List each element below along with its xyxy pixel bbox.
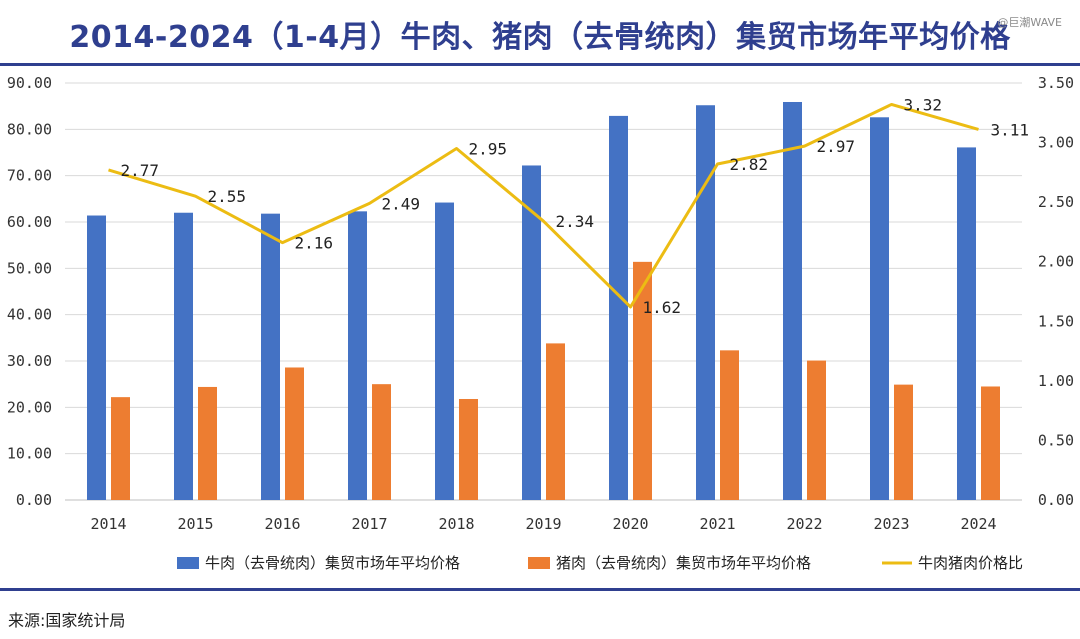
ratio-line-series: 2.77 2.55 2.16 2.49 2.95 2.34 1.62 2.82 2.97 3.32…	[108, 95, 1030, 317]
x-axis: 2014 2015 2016 2017 2018 2019 2020 2021 2022 2023…	[90, 515, 996, 533]
right-axis-tick-label: 2.50	[1038, 193, 1074, 211]
bar-pork	[198, 386, 217, 500]
ratio-data-label: 2.82	[730, 155, 769, 174]
left-axis-tick-label: 10.00	[7, 445, 52, 463]
bar-beef	[87, 215, 106, 500]
legend-label-ratio: 牛肉猪肉价格比	[918, 554, 1023, 572]
left-axis-tick-label: 80.00	[7, 120, 52, 138]
watermark-text: @巨潮WAVE	[997, 16, 1062, 29]
ratio-data-label: 1.62	[643, 298, 682, 317]
bar-beef	[261, 213, 280, 500]
bar-beef	[522, 165, 541, 500]
bar-beef	[870, 117, 889, 500]
chart-title: 2014-2024（1-4月）牛肉、猪肉（去骨统肉）集贸市场年平均价格	[69, 20, 1011, 55]
ratio-data-label: 2.77	[121, 161, 160, 180]
ratio-data-label: 3.32	[904, 95, 943, 114]
left-axis-tick-label: 70.00	[7, 167, 52, 185]
x-axis-tick-label: 2018	[438, 515, 474, 533]
left-axis-tick-label: 40.00	[7, 306, 52, 324]
legend-label-pork: 猪肉（去骨统肉）集贸市场年平均价格	[556, 554, 811, 572]
bar-pork	[807, 360, 826, 500]
legend-swatch-beef	[177, 557, 199, 569]
ratio-data-label: 2.16	[295, 234, 334, 253]
bar-beef	[609, 115, 628, 500]
bar-pork	[546, 343, 565, 500]
right-axis-tick-label: 1.00	[1038, 372, 1074, 390]
ratio-data-label: 2.95	[469, 140, 508, 159]
footer-divider	[0, 588, 1080, 591]
left-axis-tick-label: 60.00	[7, 213, 52, 231]
bar-beef	[435, 202, 454, 501]
ratio-data-label: 2.49	[382, 194, 421, 213]
bar-pork	[633, 261, 652, 500]
bar-beef	[783, 101, 802, 500]
bar-pork	[894, 384, 913, 500]
ratio-data-label: 2.55	[208, 187, 247, 206]
bar-pork	[459, 398, 478, 500]
left-y-axis: 0.00 10.00 20.00 30.00 40.00 50.00 60.00 70.00 8…	[7, 74, 52, 509]
gridlines	[65, 82, 1022, 501]
x-axis-tick-label: 2023	[873, 515, 909, 533]
bar-beef	[174, 212, 193, 500]
x-axis-tick-label: 2019	[525, 515, 561, 533]
ratio-data-label: 2.34	[556, 212, 595, 231]
x-axis-tick-label: 2015	[177, 515, 213, 533]
right-axis-tick-label: 1.50	[1038, 312, 1074, 330]
bar-beef	[348, 211, 367, 501]
bar-pork	[372, 384, 391, 500]
right-axis-tick-label: 2.00	[1038, 253, 1074, 271]
left-axis-tick-label: 30.00	[7, 352, 52, 370]
bar-beef	[696, 105, 715, 501]
bar-pork	[720, 350, 739, 500]
right-axis-tick-label: 0.50	[1038, 431, 1074, 449]
left-axis-tick-label: 0.00	[16, 491, 52, 509]
left-axis-tick-label: 50.00	[7, 259, 52, 277]
ratio-line	[108, 102, 979, 309]
legend-swatch-pork	[528, 557, 550, 569]
legend-label-beef: 牛肉（去骨统肉）集贸市场年平均价格	[205, 554, 460, 572]
x-axis-tick-label: 2017	[351, 515, 387, 533]
ratio-data-label: 3.11	[991, 120, 1030, 139]
x-axis-tick-label: 2020	[612, 515, 648, 533]
bar-series	[87, 101, 1000, 501]
bar-pork	[111, 397, 130, 500]
x-axis-tick-label: 2014	[90, 515, 126, 533]
x-axis-tick-label: 2016	[264, 515, 300, 533]
bar-beef	[957, 147, 976, 501]
right-axis-tick-label: 0.00	[1038, 491, 1074, 509]
right-axis-tick-label: 3.50	[1038, 74, 1074, 92]
x-axis-tick-label: 2024	[960, 515, 996, 533]
source-note: 来源:国家统计局	[8, 611, 126, 630]
legend: 牛肉（去骨统肉）集贸市场年平均价格 猪肉（去骨统肉）集贸市场年平均价格 牛肉猪肉价格…	[177, 554, 1023, 572]
left-axis-tick-label: 90.00	[7, 74, 52, 92]
bar-pork	[981, 386, 1000, 500]
ratio-data-label: 2.97	[817, 137, 856, 156]
x-axis-tick-label: 2022	[786, 515, 822, 533]
combo-chart: 0.00 10.00 20.00 30.00 40.00 50.00 60.00 70.00 8…	[7, 74, 1074, 572]
title-divider	[0, 63, 1080, 66]
x-axis-tick-label: 2021	[699, 515, 735, 533]
right-y-axis: 0.00 0.50 1.00 1.50 2.00 2.50 3.00 3.50	[1038, 74, 1074, 509]
bar-pork	[285, 367, 304, 500]
right-axis-tick-label: 3.00	[1038, 134, 1074, 152]
left-axis-tick-label: 20.00	[7, 398, 52, 416]
